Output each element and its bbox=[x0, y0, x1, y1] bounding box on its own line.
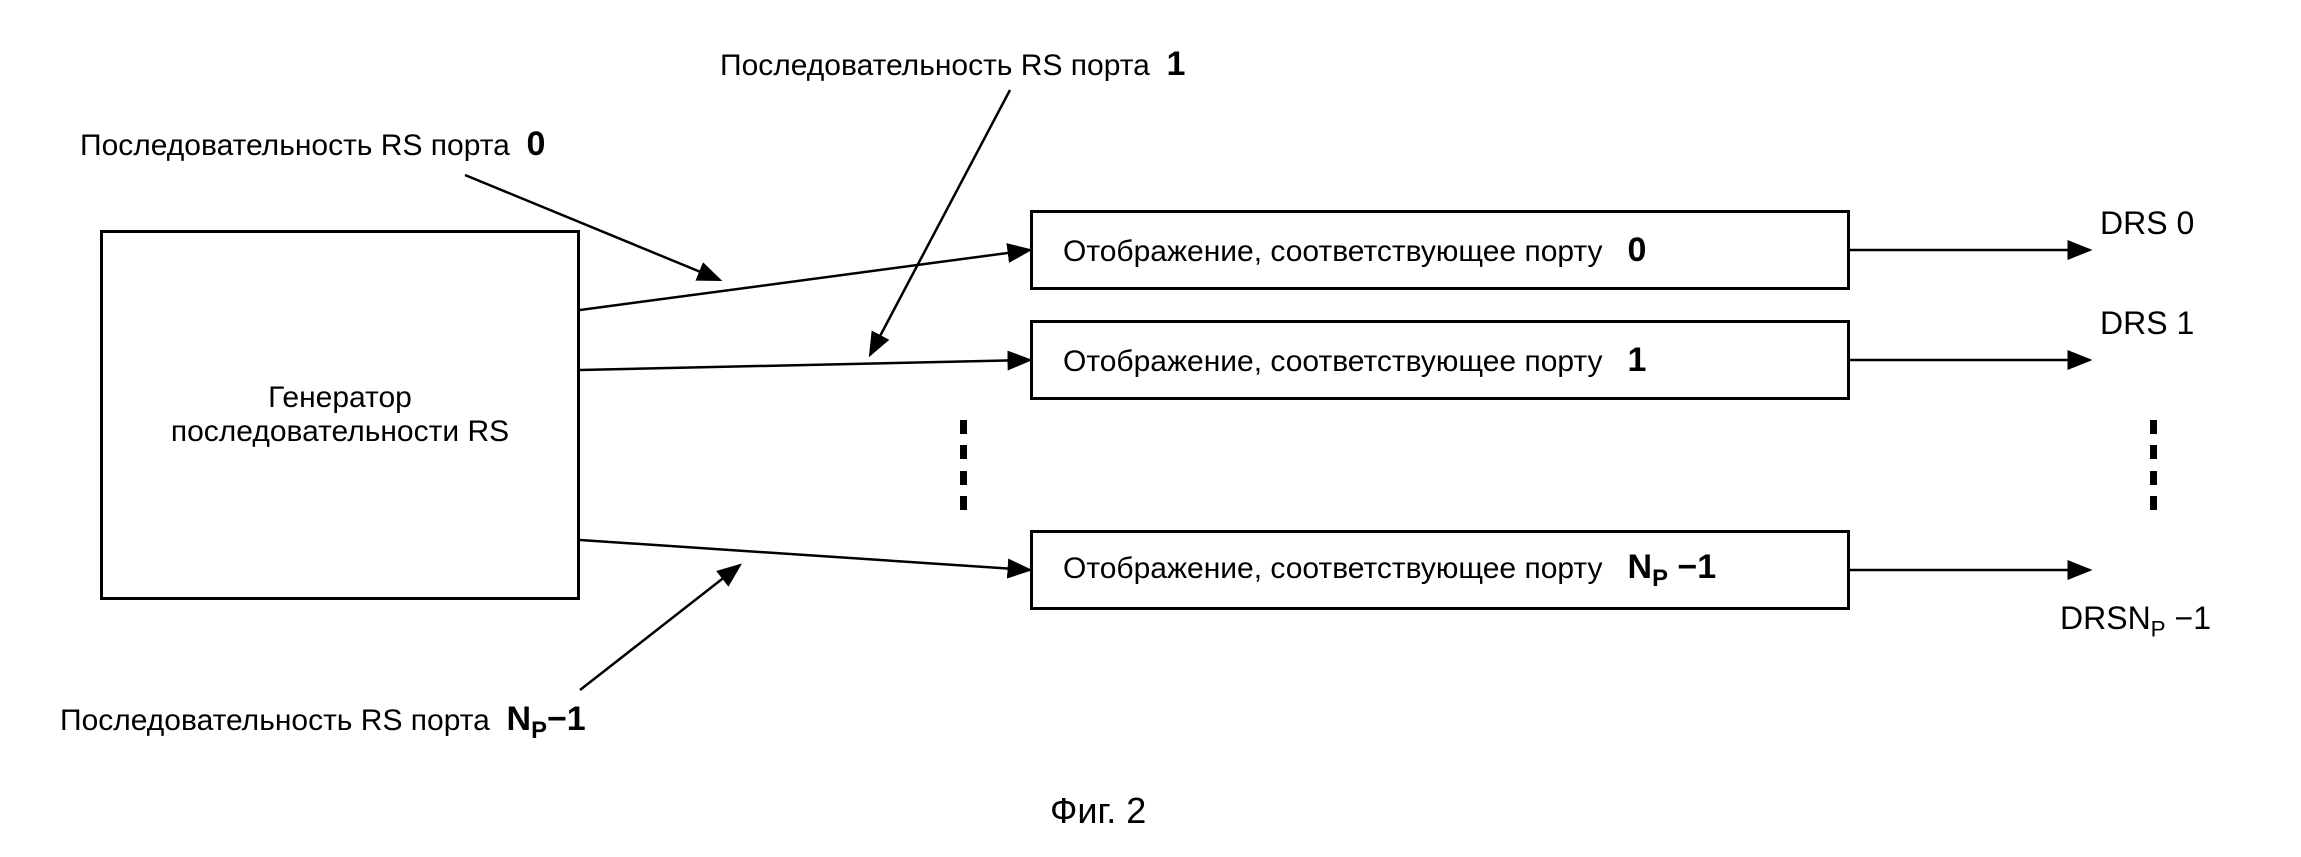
callout-arrow-2 bbox=[580, 565, 740, 690]
top-sequence-label-0: Последовательность RS порта 0 bbox=[80, 125, 545, 164]
callout-arrow-1 bbox=[870, 90, 1010, 355]
output-label-2: DRSNP −1 bbox=[2060, 600, 2211, 642]
output-label-0: DRS 0 bbox=[2100, 205, 2194, 242]
mapping-box-label: Отображение, соответствующее порту 0 bbox=[1033, 221, 1847, 280]
mapping-box-1: Отображение, соответствующее порту 1 bbox=[1030, 320, 1850, 400]
figure-caption: Фиг. 2 bbox=[1050, 790, 1146, 832]
bottom-sequence-label: Последовательность RS порта NP−1 bbox=[60, 700, 586, 745]
vertical-dots-1 bbox=[2150, 420, 2157, 510]
vertical-dots-0 bbox=[960, 420, 967, 510]
mapping-box-0: Отображение, соответствующее порту 0 bbox=[1030, 210, 1850, 290]
flow-arrow-1 bbox=[580, 360, 1030, 370]
flow-arrow-2 bbox=[580, 540, 1030, 570]
top-sequence-label-1: Последовательность RS порта 1 bbox=[720, 45, 1185, 84]
mapping-box-label: Отображение, соответствующее порту NP −1 bbox=[1033, 538, 1847, 603]
mapping-box-label: Отображение, соответствующее порту 1 bbox=[1033, 331, 1847, 390]
generator-label: Генератор последовательности RS bbox=[161, 371, 519, 459]
flow-arrow-0 bbox=[580, 250, 1030, 310]
output-label-1: DRS 1 bbox=[2100, 305, 2194, 342]
mapping-box-2: Отображение, соответствующее порту NP −1 bbox=[1030, 530, 1850, 610]
generator-box: Генератор последовательности RS bbox=[100, 230, 580, 600]
